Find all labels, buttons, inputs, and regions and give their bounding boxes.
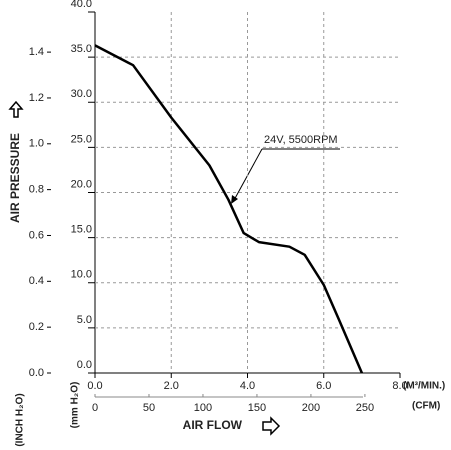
y-tick-label: 5.0 (77, 314, 92, 326)
y2-unit: (INCH H₂O) (15, 393, 26, 446)
up-arrow (8, 100, 24, 118)
x2-tick-label: 200 (302, 402, 320, 414)
x2-tick-label: 50 (143, 402, 155, 414)
x-tick-label: 0.0 (87, 380, 102, 392)
y2-tick-label: 0.2 (29, 321, 44, 333)
y-tick-label: 10.0 (71, 269, 92, 281)
annotation: 24V, 5500RPM (264, 134, 338, 146)
y2-tick-label: 1.2 (29, 92, 44, 104)
y-tick-label: 40.0 (71, 0, 92, 10)
y-tick-label: 30.0 (71, 88, 92, 100)
x2-tick-label: 0 (92, 402, 98, 414)
annotation-arrowhead (231, 195, 238, 204)
y2-tick-label: 0.8 (29, 184, 44, 196)
x-tick-label: 8.0 (392, 380, 407, 392)
x2-tick-label: 150 (248, 402, 266, 414)
x-axis-label: AIR FLOW (183, 418, 243, 432)
y-unit: (mm H₂O) (70, 382, 81, 429)
y-tick-label: 35.0 (71, 43, 92, 55)
x-unit: (M³/MIN.) (403, 381, 445, 392)
curve (94, 44, 364, 374)
x2-unit: (CFM) (412, 401, 440, 412)
y2-tick-label: 1.4 (29, 46, 44, 58)
y2-tick-label: 1.0 (29, 138, 44, 150)
y2-tick-label: 0.0 (29, 367, 44, 379)
x-tick-label: 4.0 (240, 380, 255, 392)
right-arrow (262, 416, 281, 436)
y2-tick-label: 0.4 (29, 275, 44, 287)
y-axis-label: AIR PRESSURE (8, 133, 22, 223)
x2-tick-label: 250 (356, 402, 374, 414)
y-tick-label: 0.0 (77, 359, 92, 371)
x-tick-label: 6.0 (316, 380, 331, 392)
y2-tick-label: 0.6 (29, 229, 44, 241)
y-tick-label: 15.0 (71, 224, 92, 236)
y-tick-label: 25.0 (71, 133, 92, 145)
x2-tick-label: 100 (194, 402, 212, 414)
x-tick-label: 2.0 (164, 380, 179, 392)
y-tick-label: 20.0 (71, 178, 92, 190)
